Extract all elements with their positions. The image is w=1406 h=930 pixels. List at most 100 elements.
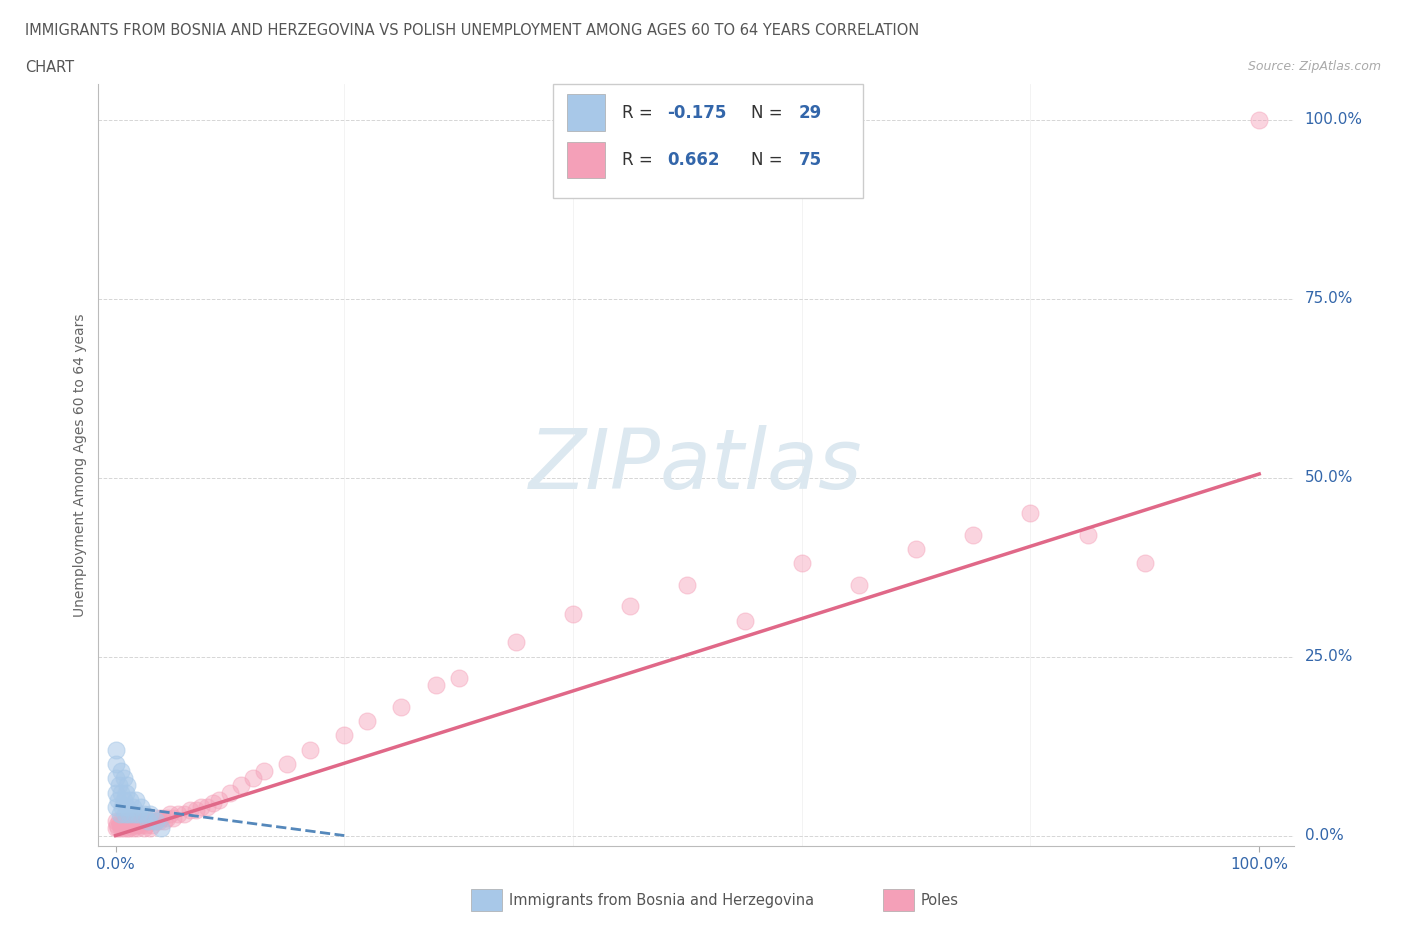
Point [1077, 527, 1099, 542]
FancyBboxPatch shape [567, 141, 605, 179]
Point [129, 817, 152, 832]
Text: CHART: CHART [25, 60, 75, 75]
Point [115, 821, 138, 836]
Text: 75.0%: 75.0% [1305, 291, 1353, 306]
Point [173, 806, 195, 821]
Point [114, 814, 136, 829]
Point [107, 821, 129, 836]
Point [139, 806, 162, 821]
Point [905, 541, 928, 556]
Point [112, 771, 135, 786]
Point [108, 817, 131, 832]
Point [139, 814, 162, 829]
Y-axis label: Unemployment Among Ages 60 to 64 years: Unemployment Among Ages 60 to 64 years [73, 313, 87, 617]
Point [122, 806, 145, 821]
Point [110, 821, 132, 836]
Point [134, 806, 156, 821]
Point [104, 756, 127, 771]
Point [135, 817, 157, 832]
Point [139, 821, 162, 836]
Point [676, 578, 699, 592]
Point [447, 671, 470, 685]
Point [162, 810, 184, 825]
Point [104, 800, 127, 815]
Point [115, 785, 138, 800]
Point [114, 806, 136, 821]
Point [104, 814, 127, 829]
Point [107, 792, 129, 807]
Point [111, 817, 134, 832]
Point [105, 817, 128, 832]
Point [108, 778, 131, 793]
Point [124, 814, 146, 829]
Point [118, 821, 141, 836]
Point [104, 785, 127, 800]
Point [333, 728, 356, 743]
Point [1019, 506, 1042, 521]
Point [150, 821, 173, 836]
Point [619, 599, 641, 614]
Text: 25.0%: 25.0% [1305, 649, 1353, 664]
Point [150, 810, 173, 825]
Point [242, 771, 264, 786]
Point [111, 800, 134, 815]
Point [120, 792, 142, 807]
Point [145, 814, 167, 829]
Point [104, 742, 127, 757]
Point [276, 756, 298, 771]
Point [962, 527, 984, 542]
Point [184, 804, 207, 818]
Point [127, 806, 149, 821]
Point [195, 800, 218, 815]
Point [141, 817, 163, 832]
Text: N =: N = [751, 151, 787, 169]
FancyBboxPatch shape [567, 94, 605, 131]
Point [125, 792, 148, 807]
Point [505, 635, 527, 650]
Point [298, 742, 321, 757]
Point [110, 785, 132, 800]
Point [179, 804, 201, 818]
Point [115, 814, 138, 829]
Point [134, 814, 156, 829]
Point [253, 764, 276, 778]
Point [207, 792, 229, 807]
Point [231, 778, 253, 793]
Point [110, 764, 132, 778]
Text: R =: R = [621, 103, 658, 122]
Point [104, 771, 127, 786]
Point [117, 817, 139, 832]
Point [115, 778, 138, 793]
Point [120, 814, 142, 829]
Point [1249, 112, 1271, 126]
Point [425, 678, 447, 693]
Text: Poles: Poles [921, 893, 959, 908]
Point [1133, 556, 1156, 571]
Point [734, 613, 756, 628]
Text: 29: 29 [799, 103, 823, 122]
Point [104, 821, 127, 836]
Point [112, 792, 135, 807]
Text: -0.175: -0.175 [668, 103, 727, 122]
Point [136, 814, 159, 829]
Point [121, 814, 143, 829]
Point [145, 814, 167, 829]
Point [848, 578, 870, 592]
Point [190, 800, 212, 815]
Text: ZIPatlas: ZIPatlas [529, 424, 863, 506]
Text: Immigrants from Bosnia and Herzegovina: Immigrants from Bosnia and Herzegovina [509, 893, 814, 908]
Point [108, 814, 131, 829]
Point [110, 814, 132, 829]
Point [127, 821, 149, 836]
Point [112, 821, 135, 836]
Point [201, 796, 224, 811]
Point [129, 800, 152, 815]
Point [118, 806, 141, 821]
Point [156, 810, 179, 825]
Point [148, 814, 170, 829]
Text: 0.0%: 0.0% [1305, 828, 1343, 844]
Text: R =: R = [621, 151, 658, 169]
Point [159, 806, 181, 821]
Point [167, 806, 190, 821]
Point [121, 817, 143, 832]
